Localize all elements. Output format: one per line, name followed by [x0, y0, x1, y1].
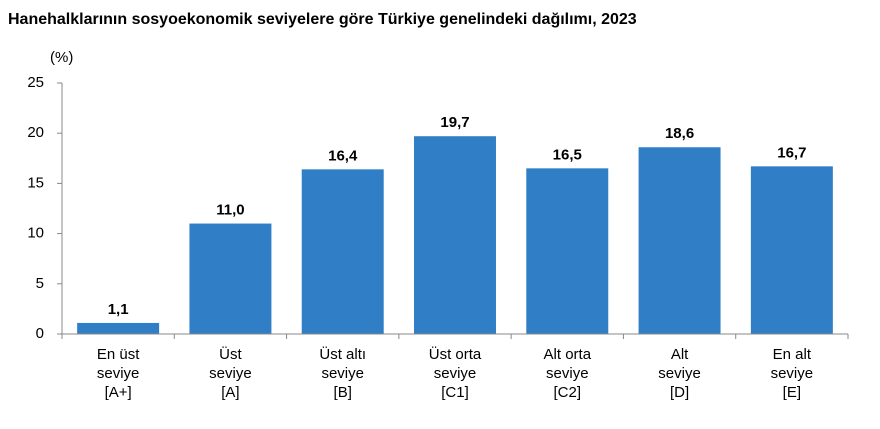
y-tick-label: 5 [36, 275, 44, 292]
x-tick-label: Alt orta seviye [C2] [544, 346, 592, 401]
bar [414, 136, 496, 334]
y-tick-label: 20 [27, 124, 44, 141]
value-label: 19,7 [440, 114, 469, 131]
value-label: 16,4 [328, 147, 358, 164]
value-label: 16,7 [777, 144, 806, 161]
bar [638, 147, 721, 334]
y-tick-label: 10 [27, 225, 44, 242]
value-label: 1,1 [108, 301, 129, 318]
value-label: 18,6 [665, 125, 694, 142]
x-tick-label: En üst seviye [A+] [97, 346, 140, 401]
bar [750, 166, 833, 334]
chart-title: Hanehalklarının sosyoekonomik seviyelere… [8, 11, 637, 28]
bar [189, 223, 272, 334]
x-tick-label: Üst orta seviye [C1] [429, 345, 482, 401]
x-tick-label: Üst altı seviye [B] [319, 345, 366, 401]
x-tick-label: Alt seviye [D] [658, 346, 701, 401]
value-label: 16,5 [553, 146, 582, 163]
value-label: 11,0 [216, 202, 244, 219]
y-tick-label: 15 [27, 174, 44, 191]
bar [526, 168, 609, 334]
y-tick-label: 0 [36, 325, 44, 342]
bar [77, 322, 160, 334]
x-tick-label: Üst seviye [A] [209, 345, 252, 401]
y-tick-label: 25 [27, 74, 44, 91]
x-tick-label: En alt seviye [E] [771, 346, 814, 401]
bar [301, 169, 384, 334]
y-axis-label: (%) [50, 49, 73, 66]
